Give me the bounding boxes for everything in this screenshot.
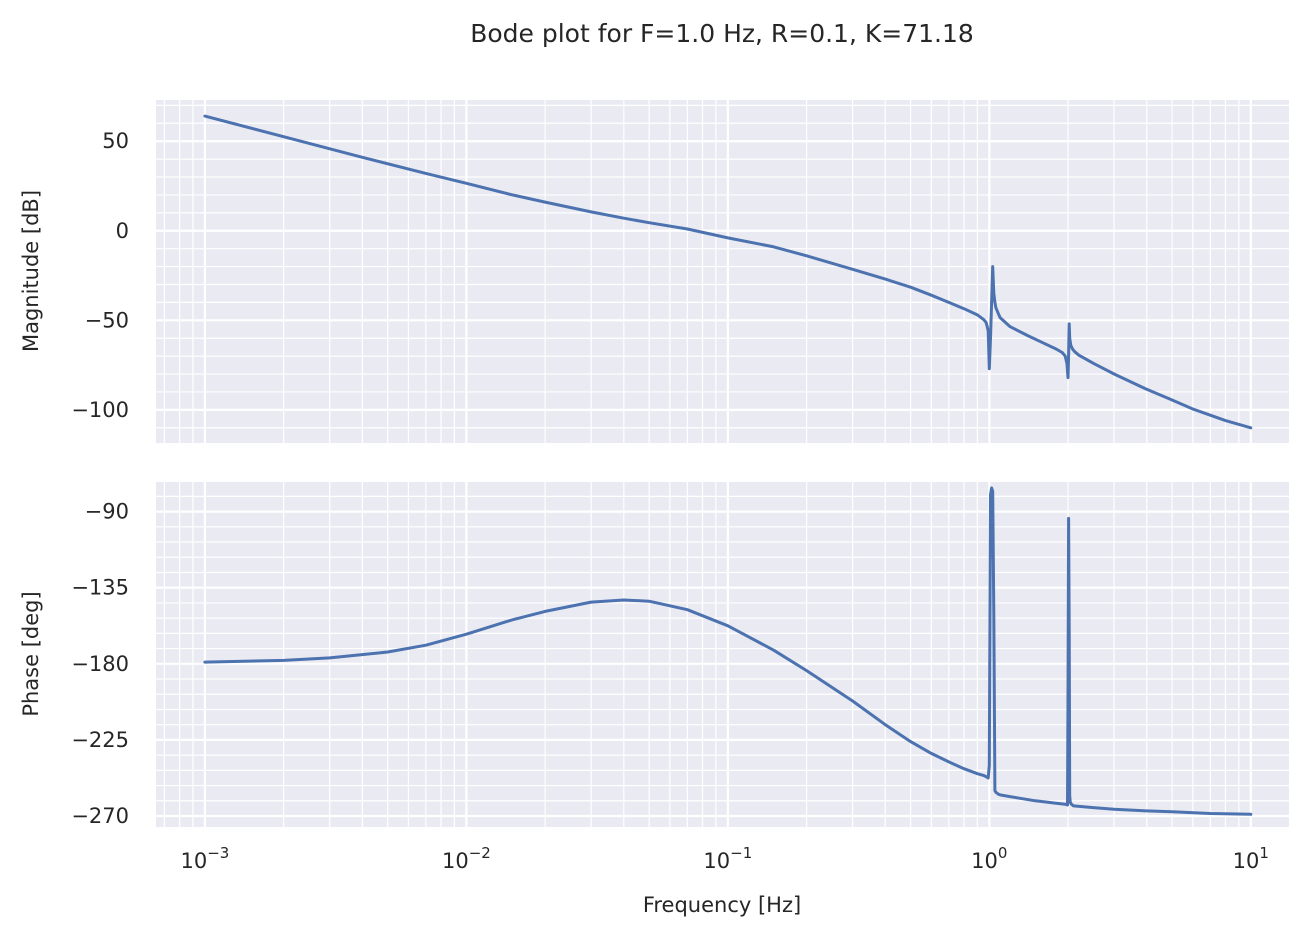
phase-y-tick-label: −180 — [71, 652, 129, 676]
x-tick-label: 10−2 — [442, 844, 491, 873]
frequency-axis-label: Frequency [Hz] — [643, 893, 801, 917]
chart-title: Bode plot for F=1.0 Hz, R=0.1, K=71.18 — [470, 19, 974, 48]
magnitude-y-tick-label: 0 — [116, 219, 129, 243]
phase-y-tick-label: −270 — [71, 804, 129, 828]
magnitude-y-tick-label: −50 — [85, 308, 129, 332]
phase-y-tick-label: −135 — [71, 576, 129, 600]
phase-axis-label: Phase [deg] — [19, 591, 43, 716]
phase-y-tick-label: −90 — [85, 500, 129, 524]
phase-y-tick-label: −225 — [71, 728, 129, 752]
phase-series-line — [203, 486, 1253, 816]
magnitude-plot-area — [156, 100, 1289, 443]
x-tick-label: 10−3 — [180, 844, 229, 873]
phase-panel: −90 −135 −180 −225 −270 — [71, 482, 1289, 828]
magnitude-axis-label: Magnitude [dB] — [19, 190, 43, 352]
x-tick-label: 10−1 — [703, 844, 752, 873]
x-tick-label: 100 — [971, 844, 1007, 873]
magnitude-y-tick-label: 50 — [102, 129, 129, 153]
magnitude-series-line — [203, 114, 1253, 430]
phase-plot-area — [156, 482, 1289, 827]
x-tick-label: 101 — [1233, 844, 1269, 873]
magnitude-panel: 50 0 −50 −100 — [71, 100, 1289, 443]
magnitude-y-tick-label: −100 — [71, 398, 129, 422]
